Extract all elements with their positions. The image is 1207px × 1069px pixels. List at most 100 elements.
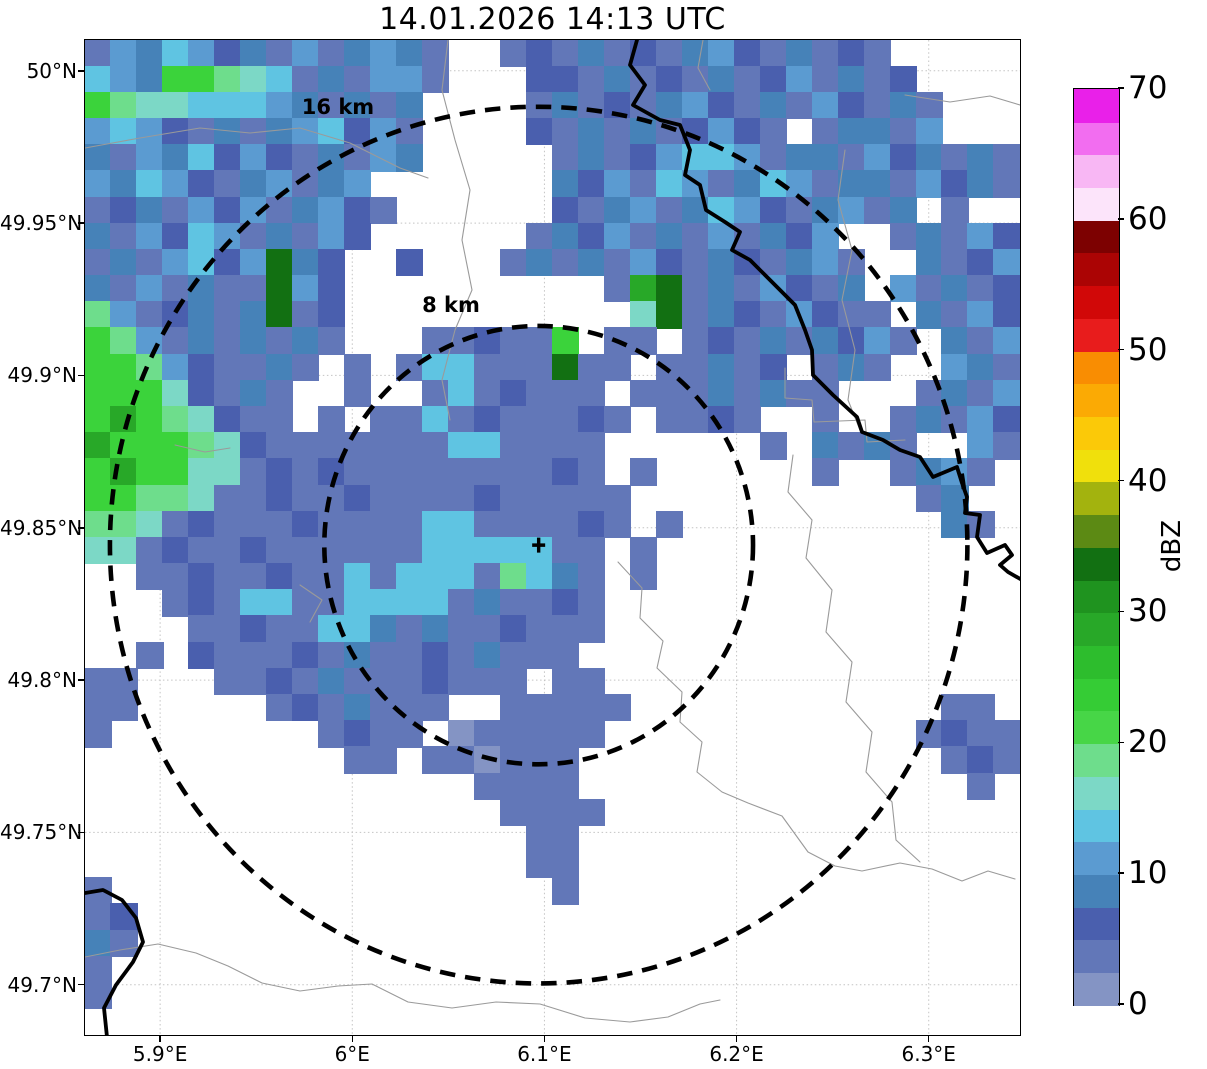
colorbar-segment	[1074, 285, 1119, 319]
echo-cell	[240, 589, 268, 617]
colorbar-segment	[1074, 547, 1119, 581]
echo-cell	[136, 379, 164, 408]
echo-cell	[344, 65, 372, 93]
echo-cell	[941, 222, 969, 251]
echo-cell	[292, 694, 320, 722]
echo-cell	[188, 458, 216, 486]
echo-cell	[785, 222, 813, 251]
echo-cell	[318, 667, 346, 696]
echo-cell	[318, 91, 346, 120]
echo-cell	[266, 589, 294, 617]
echo-cell	[551, 720, 580, 748]
echo-cell	[577, 196, 606, 224]
echo-cell	[422, 746, 450, 774]
echo-cell	[214, 667, 242, 696]
echo-cell	[967, 327, 995, 355]
echo-cell	[318, 196, 346, 224]
echo-cell	[967, 353, 995, 381]
echo-cell	[344, 694, 372, 722]
echo-cell	[499, 667, 528, 696]
echo-cell	[525, 746, 554, 774]
echo-cell	[499, 694, 528, 722]
boundary-line	[85, 943, 721, 1023]
echo-cell	[629, 144, 657, 172]
echo-cell	[266, 144, 294, 172]
echo-cell	[422, 432, 450, 460]
echo-cell	[266, 510, 294, 539]
echo-cell	[941, 510, 969, 539]
map-overlay-layer	[85, 40, 1020, 1035]
echo-cell	[448, 484, 476, 512]
echo-cell	[344, 536, 372, 565]
echo-cell	[396, 589, 424, 617]
echo-cell	[370, 667, 398, 696]
echo-cell	[292, 248, 320, 277]
echo-cell	[136, 458, 164, 486]
echo-cell	[266, 694, 294, 722]
echo-cell	[603, 694, 632, 722]
colorbar-tick-label: 50	[1128, 331, 1168, 368]
echo-cell	[110, 353, 138, 381]
echo-cell	[811, 458, 839, 486]
echo-cell	[993, 170, 1020, 198]
echo-cell	[240, 353, 268, 381]
echo-cell	[292, 117, 320, 146]
echo-cell	[110, 65, 138, 93]
echo-cell	[967, 720, 995, 748]
echo-cell	[188, 117, 216, 146]
echo-cell	[396, 510, 424, 539]
echo-cell	[473, 379, 502, 408]
echo-cell	[214, 327, 242, 355]
echo-cell	[266, 667, 294, 696]
echo-cell	[551, 772, 580, 800]
boundary-line	[441, 40, 473, 421]
echo-cell	[551, 117, 580, 146]
x-tick-label: 6.1°E	[517, 1042, 572, 1066]
echo-cell	[785, 248, 813, 277]
echo-cell	[577, 536, 606, 565]
echo-cell	[214, 248, 242, 277]
echo-cell	[85, 955, 112, 984]
echo-cell	[110, 196, 138, 224]
echo-cell	[162, 405, 190, 434]
echo-cell	[993, 301, 1020, 329]
colorbar-segment	[1074, 187, 1119, 221]
echo-cell	[525, 772, 554, 800]
echo-cell	[837, 327, 865, 355]
echo-cell	[318, 405, 346, 434]
colorbar-tick-mark	[1118, 1003, 1124, 1005]
echo-cell	[629, 458, 657, 486]
echo-cell	[525, 327, 554, 355]
echo-cell	[525, 65, 554, 93]
echo-cell	[499, 720, 528, 748]
echo-cell	[240, 405, 268, 434]
echo-cell	[240, 301, 268, 329]
y-tick-mark	[78, 831, 84, 834]
echo-cell	[785, 196, 813, 224]
echo-cell	[370, 196, 398, 224]
echo-cell	[110, 327, 138, 355]
echo-cell	[551, 248, 580, 277]
echo-cell	[85, 484, 112, 512]
echo-cell	[551, 851, 580, 879]
echo-cell	[370, 615, 398, 643]
echo-cell	[110, 536, 138, 565]
echo-cell	[188, 615, 216, 643]
echo-cell	[214, 405, 242, 434]
echo-cell	[240, 170, 268, 198]
echo-cell	[85, 144, 112, 172]
echo-cell	[448, 615, 476, 643]
echo-cell	[811, 117, 839, 146]
echo-cell	[473, 615, 502, 643]
echo-cell	[577, 510, 606, 539]
echo-cell	[110, 432, 138, 460]
echo-cell	[266, 405, 294, 434]
echo-cell	[422, 641, 450, 669]
echo-cell	[915, 117, 943, 146]
echo-cell	[993, 144, 1020, 172]
echo-cell	[266, 484, 294, 512]
echo-cell	[837, 170, 865, 198]
echo-cell	[214, 536, 242, 565]
echo-cell	[889, 458, 917, 486]
echo-cell	[162, 458, 190, 486]
